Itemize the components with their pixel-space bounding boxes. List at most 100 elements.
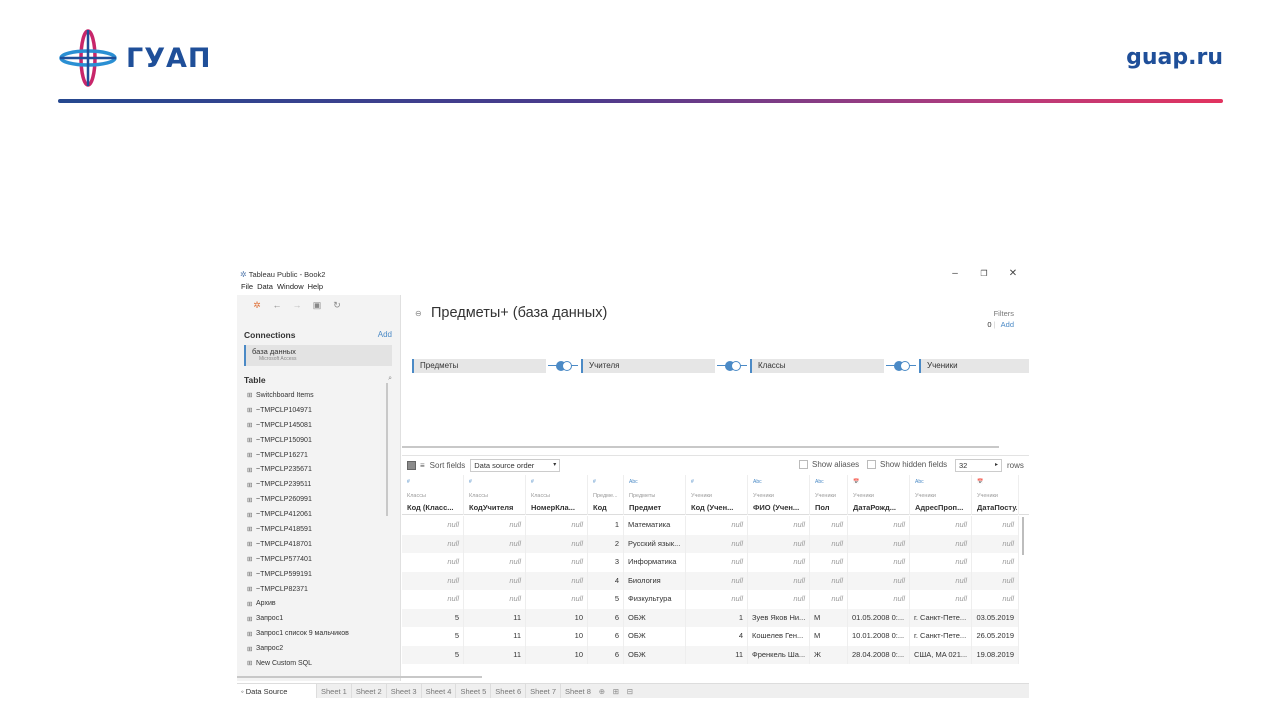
column-source: Классы [531, 493, 550, 499]
table-list-item[interactable]: ⊞ ~TMPCLP577401 [247, 552, 387, 567]
tab-sheet[interactable]: Sheet 2 [350, 683, 386, 698]
table-list-item[interactable]: ⊞ ~TMPCLP16271 [247, 448, 387, 463]
show-aliases-checkbox[interactable]: Show aliases [799, 460, 859, 469]
grid-view-icon[interactable] [407, 460, 416, 470]
table-list-item[interactable]: ⊞ ~TMPCLP235671 [247, 462, 387, 477]
table-cell: ОБЖ [624, 608, 686, 627]
table-cell: 1 [686, 608, 748, 627]
guap-logo: ГУАП [58, 28, 212, 88]
menu-data[interactable]: Data [257, 282, 273, 291]
tab-sheet[interactable]: Sheet 6 [490, 683, 525, 698]
column-source: Ученики [853, 493, 875, 499]
table-cell: null [748, 553, 810, 572]
column-header[interactable]: # Ученики Код (Учен... [686, 475, 748, 515]
table-cell: 4 [588, 571, 624, 590]
tab-sheet[interactable]: Sheet 8 [560, 683, 595, 698]
column-header[interactable]: # Классы КодУчителя [464, 475, 526, 515]
table-cell: null [848, 534, 910, 553]
join-table-predmety[interactable]: Предметы [412, 359, 546, 373]
tab-sheet[interactable]: Sheet 4 [420, 683, 456, 698]
list-view-icon[interactable]: ≡ [420, 460, 425, 470]
table-list-item[interactable]: ⊞ Запрос1 список 9 мальчиков [247, 626, 387, 641]
table-cell: null [910, 534, 972, 553]
tab-sheet[interactable]: Sheet 1 [316, 683, 351, 698]
table-list-item[interactable]: ⊞ Switchboard Items [247, 388, 387, 403]
grid-horizontal-scrollbar[interactable] [237, 676, 482, 678]
menu-file[interactable]: File [241, 282, 254, 291]
join-table-ucheniki[interactable]: Ученики [919, 359, 1029, 373]
table-list-item[interactable]: ⊞ ~TMPCLP150901 [247, 433, 387, 448]
forward-arrow-icon[interactable]: → [292, 300, 302, 310]
inner-join-icon[interactable] [894, 361, 912, 371]
column-header[interactable]: # Предме... Код [588, 475, 624, 515]
table-header: Table ⌕ [244, 375, 392, 385]
column-header[interactable]: 📅 Ученики ДатаРожд... [848, 475, 910, 515]
join-table-uchitelya[interactable]: Учителя [581, 359, 715, 373]
table-list-item[interactable]: ⊞ ~TMPCLP260991 [247, 492, 387, 507]
tab-data-source[interactable]: ◦ Data Source [237, 683, 316, 698]
table-cell: null [848, 516, 910, 535]
new-dashboard-icon[interactable]: ⊞ [612, 686, 620, 696]
new-story-icon[interactable]: ⊟ [626, 686, 634, 696]
table-list-item[interactable]: ⊞ ~TMPCLP418701 [247, 537, 387, 552]
table-list-item[interactable]: ⊞ Запрос2 [247, 641, 387, 656]
close-icon[interactable]: ✕ [1008, 268, 1018, 279]
table-list-label: ~TMPCLP412061 [256, 511, 312, 519]
filters-add-link[interactable]: Add [1000, 320, 1014, 329]
table-list-item[interactable]: ⊞ ~TMPCLP239511 [247, 477, 387, 492]
restore-icon[interactable]: ❐ [980, 269, 988, 278]
column-header[interactable]: Abc Предметы Предмет [624, 475, 686, 515]
table-list-item[interactable]: ⊞ ~TMPCLP145081 [247, 418, 387, 433]
table-icon: ⊞ [247, 541, 253, 549]
column-header[interactable]: # Классы НомерКла... [526, 475, 588, 515]
column-header[interactable]: Abc Ученики Пол [810, 475, 848, 515]
tab-sheet[interactable]: Sheet 3 [385, 683, 421, 698]
table-cell: null [848, 590, 910, 609]
tableau-home-icon[interactable]: ✲ [253, 299, 261, 310]
grid-vertical-scrollbar[interactable] [1022, 517, 1024, 555]
table-list-label: ~TMPCLP239511 [256, 481, 312, 489]
rows-count-input[interactable]: 32 ▸ [955, 459, 1002, 472]
table-list-item[interactable]: ⊞ ~TMPCLP104971 [247, 403, 387, 418]
table-list-item[interactable]: ⊞ ~TMPCLP82371 [247, 582, 387, 597]
refresh-icon[interactable]: ↻ [333, 299, 341, 310]
table-cell: 10 [526, 608, 588, 627]
column-header[interactable]: 📅 Ученики ДатаПосту... [972, 475, 1019, 515]
table-list-item[interactable]: ⊞ ~TMPCLP599191 [247, 567, 387, 582]
column-header[interactable]: Abc Ученики АдресПроп... [910, 475, 972, 515]
table-cell: null [526, 516, 588, 535]
tab-sheet[interactable]: Sheet 5 [455, 683, 490, 698]
datasource-title[interactable]: Предметы+ (база данных) [431, 305, 608, 321]
column-header[interactable]: Abc Ученики ФИО (Учен... [748, 475, 810, 515]
canvas-scrollbar[interactable] [402, 446, 999, 448]
new-custom-sql[interactable]: ⊞ New Custom SQL [247, 659, 312, 668]
sort-fields-select[interactable]: Data source order ▾ [470, 458, 561, 472]
table-list-item[interactable]: ⊞ ~TMPCLP418591 [247, 522, 387, 537]
column-name: Код (Класс... [407, 503, 454, 512]
save-icon[interactable]: ▣ [312, 299, 322, 310]
spinner-icon: ▸ [994, 462, 998, 468]
minimize-icon[interactable]: – [952, 268, 958, 279]
table-cell: США, MA 021... [910, 645, 972, 664]
table-list-item[interactable]: ⊞ Архив [247, 596, 387, 611]
column-header[interactable]: # Классы Код (Класс... [402, 475, 464, 515]
inner-join-icon[interactable] [725, 361, 743, 371]
table-list-scrollbar[interactable] [386, 383, 388, 516]
menu-window[interactable]: Window [276, 282, 304, 291]
table-list-item[interactable]: ⊞ Запрос1 [247, 611, 387, 626]
table-icon: ⊞ [247, 496, 253, 504]
new-sheet-icon[interactable]: ⊕ [598, 686, 606, 696]
menu-help[interactable]: Help [307, 282, 324, 291]
table-cell: null [748, 590, 810, 609]
table-icon: ⊞ [247, 481, 253, 489]
join-table-klassy[interactable]: Классы [750, 359, 884, 373]
show-hidden-fields-checkbox[interactable]: Show hidden fields [867, 460, 947, 469]
inner-join-icon[interactable] [556, 361, 574, 371]
table-list-item[interactable]: ⊞ ~TMPCLP412061 [247, 507, 387, 522]
back-arrow-icon[interactable]: ← [272, 300, 282, 310]
table-icon: ⊞ [247, 392, 253, 400]
tab-sheet[interactable]: Sheet 7 [525, 683, 560, 698]
connections-add-link[interactable]: Add [377, 330, 392, 339]
search-icon[interactable]: ⌕ [388, 375, 392, 382]
connection-item[interactable]: база данных Microsoft Access [244, 345, 392, 366]
